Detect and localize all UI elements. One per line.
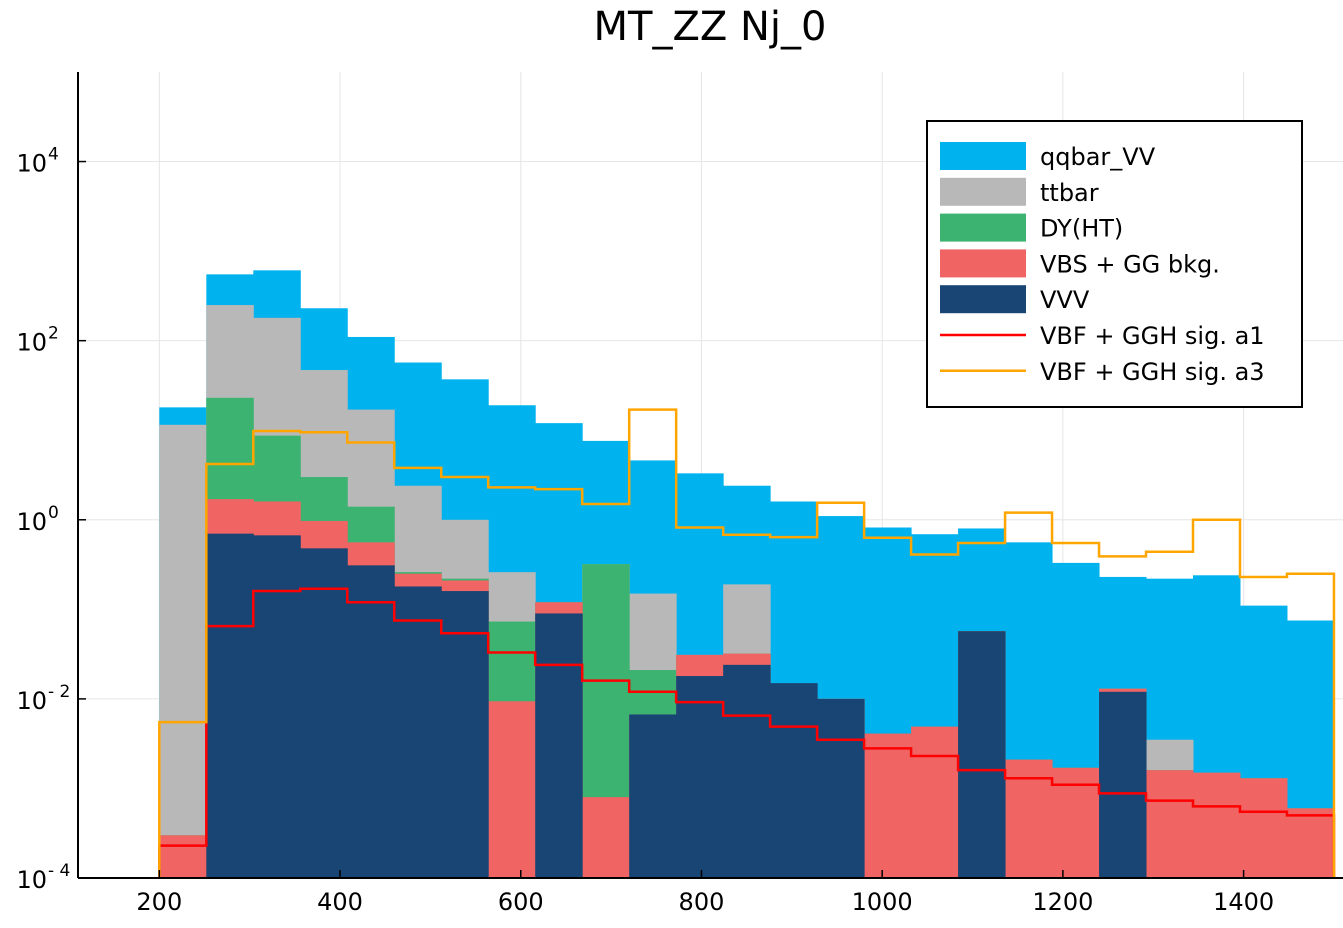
bar-vbs-gg-bkg--19 <box>1052 767 1100 878</box>
bar-vvv-14 <box>817 698 865 878</box>
bar-vvv-10 <box>629 714 677 878</box>
legend-label-ttbar: ttbar <box>1040 179 1099 207</box>
bar-vvv-12 <box>723 664 771 878</box>
x-tick-label-4: 1000 <box>852 888 913 916</box>
bar-vbs-gg-bkg--21 <box>1146 770 1194 878</box>
y-tick-exponent-2: 0 <box>48 503 59 523</box>
bar-vbs-gg-bkg--16 <box>911 726 959 878</box>
legend-swatch-vbs-gg-bkg- <box>940 249 1026 278</box>
legend-label-vvv: VVV <box>1040 286 1090 314</box>
legend-label-vbf-ggh-sig-a1: VBF + GGH sig. a1 <box>1040 322 1265 350</box>
bar-vbs-gg-bkg--24 <box>1286 808 1335 878</box>
step-line-vbf-ggh-sig-a3 <box>158 408 1336 878</box>
legend-swatch-ttbar <box>940 177 1026 206</box>
bar-vbs-gg-bkg--0 <box>159 835 207 878</box>
y-tick-base-2: 10 <box>16 508 47 536</box>
x-tick-label-0: 200 <box>136 888 182 916</box>
legend-swatch-dy-ht- <box>940 213 1026 242</box>
bar-vvv-3 <box>300 548 348 878</box>
bar-vbs-gg-bkg--23 <box>1239 778 1288 878</box>
bar-vvv-8 <box>535 613 583 878</box>
step-line-vbf-ggh-sig-a1 <box>158 587 1336 878</box>
x-tick-label-2: 600 <box>498 888 544 916</box>
y-tick-exponent-3: 2 <box>48 324 59 344</box>
bar-vbs-gg-bkg--15 <box>864 733 912 878</box>
bar-vbs-gg-bkg--22 <box>1193 772 1241 878</box>
bar-vvv-4 <box>347 565 395 878</box>
y-tick-label-0: 10- 4 <box>16 861 70 894</box>
y-tick-base-4: 10 <box>16 150 47 178</box>
legend-label-vbs-gg-bkg-: VBS + GG bkg. <box>1040 250 1220 278</box>
bar-vvv-2 <box>253 535 301 878</box>
y-tick-label-4: 10 4 <box>16 145 58 178</box>
bar-vvv-17 <box>958 631 1006 878</box>
bar-vvv-11 <box>676 676 724 878</box>
y-tick-exponent-0: - 4 <box>48 861 70 881</box>
bar-vbs-gg-bkg--9 <box>582 797 630 878</box>
bar-vvv-13 <box>770 683 818 878</box>
bar-vvv-1 <box>206 533 254 878</box>
y-tick-label-3: 10 2 <box>16 324 58 357</box>
y-tick-base-3: 10 <box>16 329 47 357</box>
legend-swatch-qqbar-vv <box>940 142 1026 170</box>
bar-vbs-gg-bkg--7 <box>488 701 536 878</box>
x-tick-label-6: 1400 <box>1213 888 1274 916</box>
legend-label-dy-ht-: DY(HT) <box>1040 215 1123 243</box>
y-tick-exponent-4: 4 <box>48 145 59 165</box>
bar-vvv-20 <box>1099 691 1147 878</box>
x-tick-label-5: 1200 <box>1032 888 1093 916</box>
stacked-bars <box>159 270 1335 879</box>
bar-vvv-6 <box>441 591 489 878</box>
x-tick-label-3: 800 <box>679 888 725 916</box>
y-tick-label-2: 10 0 <box>16 503 58 536</box>
x-tick-labels: 200 400 600 800 1000 1200 1400 <box>136 888 1274 916</box>
legend-label-vbf-ggh-sig-a3: VBF + GGH sig. a3 <box>1040 358 1265 386</box>
legend-label-qqbar-vv: qqbar_VV <box>1040 143 1156 171</box>
chart-title: MT_ZZ Nj_0 <box>594 4 827 50</box>
signal-lines <box>158 408 1336 878</box>
bar-ttbar-0 <box>159 424 207 878</box>
y-tick-label-1: 10- 2 <box>16 682 70 715</box>
x-tick-label-1: 400 <box>317 888 363 916</box>
y-tick-base-1: 10 <box>16 687 47 715</box>
axes <box>77 72 1343 879</box>
y-tick-exponent-1: - 2 <box>48 682 70 702</box>
legend-swatch-vvv <box>940 285 1026 314</box>
y-tick-base-0: 10 <box>16 866 47 894</box>
bar-vvv-5 <box>394 586 442 878</box>
